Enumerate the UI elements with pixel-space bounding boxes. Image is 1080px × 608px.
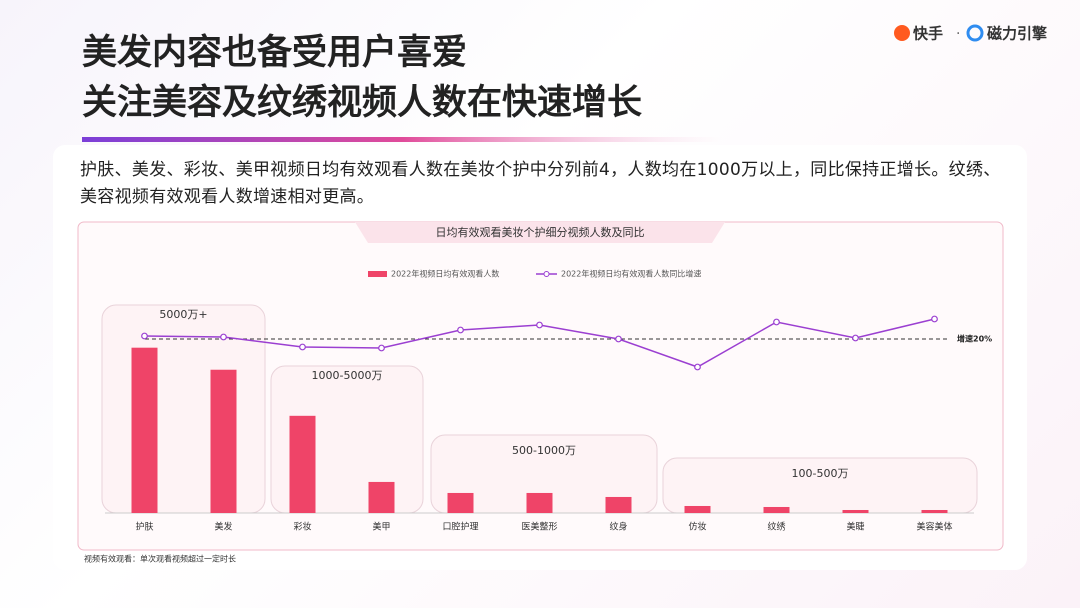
group-label: 1000-5000万 [312,369,383,382]
x-tick-label: 口腔护理 [442,521,478,533]
line-point [931,315,938,323]
chart-title: 日均有效观看美妆个护细分视频人数及同比 [436,225,645,239]
bar [368,481,395,513]
line-point [615,335,622,343]
legend-label: 2022年视频日均有效观看人数 [391,269,499,279]
bar [131,347,158,513]
summary: 护肤、美发、彩妆、美甲视频日均有效观看人数在美妆个护中分列前4，人数均在1000… [80,160,1001,207]
x-tick-label: 美发 [214,521,232,533]
logo-partner: 磁力引擎 [987,25,1047,43]
x-tick-label: 美甲 [372,521,390,533]
line-point [694,363,701,371]
logo-icon [966,24,984,42]
legend-label: 2022年视频日均有效观看人数同比增速 [561,269,701,279]
line-point [773,318,780,326]
group-label: 100-500万 [792,467,849,480]
line-point [299,343,306,351]
title-underline [82,137,722,142]
bar [210,369,237,513]
line-point [536,321,543,329]
reference-label: 增速20% [957,334,992,344]
logo-separator: · [956,26,960,42]
group-label: 5000万+ [159,308,207,321]
bar [763,506,790,513]
x-tick-label: 美睫 [846,521,864,533]
bar [842,509,869,513]
x-tick-label: 纹绣 [767,521,785,533]
legend-swatch [368,271,387,277]
x-tick-label: 医美整形 [521,521,557,533]
footnote: 视频有效观看：单次观看视频超过一定时长 [84,554,236,564]
x-tick-label: 护肤 [135,521,153,533]
x-tick-label: 仿妆 [688,521,706,533]
line-point [378,344,385,352]
logo-icon [894,25,910,41]
bar [921,509,948,513]
bar [526,492,553,513]
x-tick-label: 纹身 [609,521,627,533]
title-line: 关注美容及纹绣视频人数在快速增长 [82,83,642,123]
line-point [220,333,227,341]
line-point [141,332,148,340]
bar [684,505,711,513]
x-tick-label: 彩妆 [293,521,311,533]
x-tick-label: 美容美体 [916,521,952,533]
line-point [852,334,859,342]
bar [605,496,632,513]
logo-brand: 快手 [913,25,943,43]
bar [447,492,474,513]
legend-swatch [543,271,550,277]
title-line: 美发内容也备受用户喜爱 [82,33,467,73]
line-point [457,326,464,334]
group-label: 500-1000万 [512,444,576,457]
bar [289,415,316,513]
chart-title-tab [355,222,725,243]
